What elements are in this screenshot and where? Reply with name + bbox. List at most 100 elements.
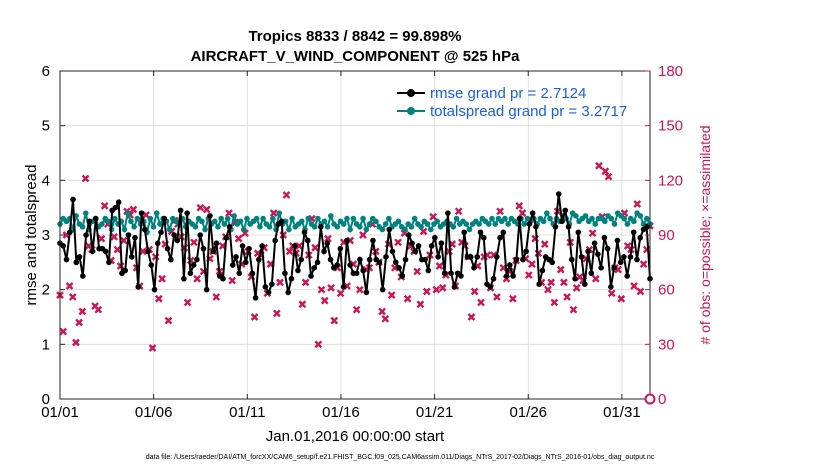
rmse-point — [585, 248, 591, 255]
rmse-point — [220, 275, 226, 282]
obs-assimilated-mark — [617, 294, 626, 303]
rmse-point — [507, 262, 513, 268]
totalspread-point — [218, 215, 225, 222]
obs-assimilated-mark — [550, 298, 559, 307]
obs-assimilated-mark — [72, 338, 80, 347]
rmse-point — [366, 256, 373, 263]
y-axis-label: rmse and totalspread — [23, 165, 40, 306]
totalspread-point — [112, 215, 118, 222]
totalspread-point — [121, 226, 128, 233]
rmse-point — [102, 248, 109, 255]
rmse-point — [549, 259, 556, 266]
obs-assimilated-mark — [276, 278, 284, 287]
rmse-point — [471, 265, 477, 271]
rmse-point — [76, 254, 83, 260]
rmse-point — [415, 243, 422, 249]
totalspread-point — [328, 213, 334, 219]
totalspread-point — [466, 226, 473, 233]
obs-assimilated-mark — [381, 314, 390, 323]
rmse-point — [138, 210, 145, 216]
obs-assimilated-mark — [413, 267, 422, 276]
x-tick-label: 01/01 — [41, 404, 79, 421]
obs-assimilated-mark — [540, 240, 549, 248]
rmse-point — [304, 237, 311, 244]
rmse-point — [135, 284, 142, 290]
obs-assimilated-mark — [352, 305, 361, 314]
obs-assimilated-mark — [355, 285, 364, 294]
rmse-point — [536, 281, 542, 288]
totalspread-point — [231, 213, 237, 219]
totalspread-point — [631, 218, 637, 225]
rmse-point — [194, 256, 200, 263]
totalspread-point — [521, 221, 528, 227]
rmse-point — [233, 254, 239, 260]
rmse-point — [523, 248, 529, 255]
obs-assimilated-mark — [429, 212, 437, 221]
totalspread-point — [215, 224, 221, 230]
rmse-point — [539, 267, 546, 274]
totalspread-point — [540, 218, 547, 225]
totalspread-point — [357, 224, 363, 230]
rmse-point — [60, 243, 67, 249]
rmse-point — [552, 224, 559, 230]
totalspread-point — [592, 221, 598, 227]
obs-assimilated-mark — [518, 209, 527, 217]
totalspread-point — [299, 218, 305, 225]
y-tick-label: 4 — [42, 172, 50, 189]
rmse-point — [451, 284, 458, 290]
rmse-point — [125, 232, 132, 238]
rmse-point — [383, 254, 389, 260]
obs-assimilated-mark — [65, 282, 74, 290]
totalspread-point — [463, 221, 470, 227]
rmse-point — [272, 237, 278, 244]
rmse-point — [559, 218, 565, 225]
rmse-point — [608, 284, 614, 290]
obs-assimilated-mark — [295, 242, 304, 250]
rmse-point — [80, 273, 86, 279]
rmse-point — [203, 286, 210, 293]
totalspread-point — [276, 210, 283, 216]
obs-assimilated-mark — [320, 296, 329, 305]
x-tick-label: 01/21 — [416, 404, 454, 421]
obs-assimilated-mark — [148, 344, 157, 352]
rmse-point — [480, 234, 487, 241]
rmse-point — [337, 245, 344, 252]
obs-assimilated-mark — [572, 283, 581, 292]
totalspread-point — [269, 215, 276, 222]
rmse-point — [106, 259, 112, 266]
obs-assimilated-mark — [639, 260, 648, 269]
rmse-point — [239, 243, 246, 249]
rmse-point — [269, 281, 275, 288]
rmse-point — [347, 262, 353, 268]
rmse-point — [164, 245, 171, 252]
obs-assimilated-mark — [524, 271, 533, 279]
obs-assimilated-mark — [636, 287, 645, 296]
obs-assimilated-mark — [113, 245, 122, 254]
obs-assimilated-mark — [630, 282, 638, 290]
rmse-point — [317, 224, 324, 230]
totalspread-point — [266, 224, 273, 230]
obs-assimilated-mark — [155, 294, 163, 303]
y-tick-label: 0 — [42, 391, 50, 408]
rmse-point — [344, 237, 350, 244]
rmse-point — [617, 259, 624, 266]
totalspread-point — [485, 221, 492, 227]
obs-assimilated-mark — [544, 285, 552, 294]
rmse-point — [621, 254, 627, 260]
rmse-point — [285, 289, 291, 296]
obs-assimilated-mark — [81, 174, 90, 183]
rmse-point — [256, 256, 262, 263]
rmse-point — [207, 213, 213, 219]
totalspread-point — [643, 215, 650, 222]
rmse-point — [402, 256, 409, 263]
rmse-point — [360, 267, 366, 274]
rmse-point — [128, 254, 135, 260]
totalspread-line — [59, 209, 651, 237]
x-tick-label: 01/11 — [229, 404, 265, 421]
rmse-point — [112, 204, 119, 211]
rmse-point — [174, 237, 181, 244]
rmse-point — [154, 240, 161, 246]
totalspread-point — [382, 221, 389, 227]
totalspread-point — [166, 226, 173, 233]
